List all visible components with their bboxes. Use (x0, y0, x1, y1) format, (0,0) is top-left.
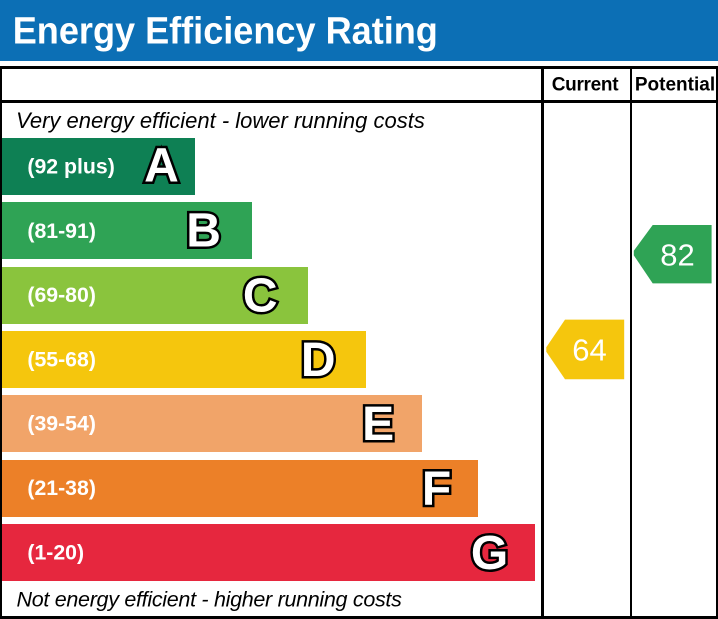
svg-text:E: E (362, 398, 394, 451)
svg-text:D: D (301, 334, 336, 387)
svg-text:Not energy efficient - higher: Not energy efficient - higher running co… (17, 588, 403, 612)
svg-text:A: A (144, 140, 179, 193)
svg-text:Energy Efficiency Rating: Energy Efficiency Rating (13, 9, 438, 52)
svg-text:(81-91): (81-91) (27, 219, 96, 243)
svg-text:C: C (243, 270, 278, 323)
svg-text:(92 plus): (92 plus) (27, 155, 114, 179)
svg-text:Very energy efficient - lower: Very energy efficient - lower running co… (16, 108, 425, 133)
svg-text:B: B (186, 205, 221, 258)
svg-text:(39-54): (39-54) (27, 412, 96, 436)
svg-text:(1-20): (1-20) (27, 540, 84, 564)
svg-text:Current: Current (552, 74, 619, 95)
svg-text:(69-80): (69-80) (27, 283, 96, 307)
svg-text:F: F (422, 463, 451, 516)
svg-text:G: G (471, 527, 508, 580)
svg-text:64: 64 (572, 333, 606, 368)
svg-text:(21-38): (21-38) (27, 476, 96, 500)
svg-text:Potential: Potential (635, 74, 715, 95)
svg-text:(55-68): (55-68) (27, 347, 96, 371)
svg-text:82: 82 (660, 237, 694, 272)
